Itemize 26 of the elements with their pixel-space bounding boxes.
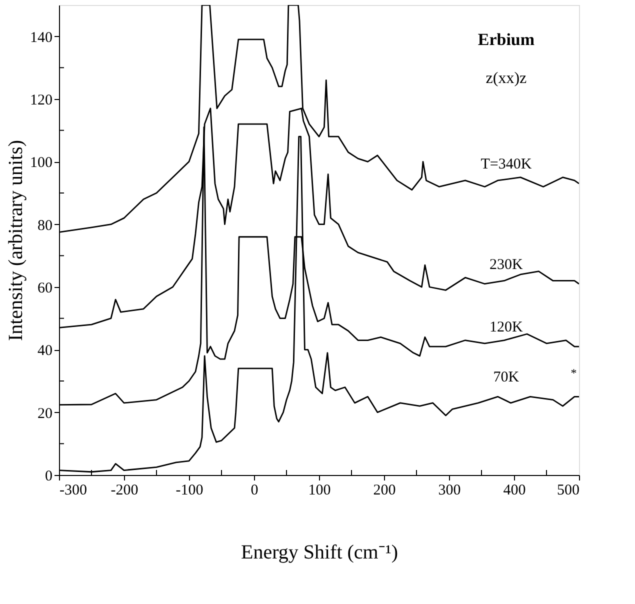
y-tick-label: 140 bbox=[30, 30, 52, 46]
x-tick-label: 400 bbox=[503, 482, 526, 498]
x-tick-label: -300 bbox=[60, 482, 87, 498]
y-tick-label: 0 bbox=[45, 468, 52, 484]
y-tick-label: 100 bbox=[30, 155, 52, 172]
y-tick-label: 60 bbox=[38, 280, 52, 296]
series-label: 120K bbox=[490, 320, 524, 336]
x-tick-label: -100 bbox=[176, 482, 204, 498]
annotation: * bbox=[570, 366, 577, 380]
y-tick-label: 80 bbox=[38, 218, 52, 234]
x-axis-title: Energy Shift (cm⁻¹) bbox=[240, 542, 398, 564]
x-tick-label: 0 bbox=[250, 482, 258, 498]
y-axis-title: Intensity (arbitrary units) bbox=[5, 140, 27, 342]
y-tick-label: 40 bbox=[38, 343, 52, 360]
x-tick-label: 200 bbox=[373, 482, 396, 498]
annotation: z(xx)z bbox=[486, 70, 527, 87]
y-tick-label: 120 bbox=[30, 92, 52, 108]
series-label: T=340K bbox=[480, 156, 532, 173]
x-tick-label: 100 bbox=[308, 482, 331, 498]
series-label: 230K bbox=[490, 256, 524, 273]
series-label: 70K bbox=[493, 370, 520, 386]
x-tick-label: -200 bbox=[110, 482, 138, 498]
y-tick-label: 20 bbox=[38, 406, 52, 422]
x-tick-label: 300 bbox=[438, 482, 461, 498]
annotation: Erbium bbox=[478, 30, 535, 49]
x-tick-label: 500 bbox=[557, 482, 580, 498]
